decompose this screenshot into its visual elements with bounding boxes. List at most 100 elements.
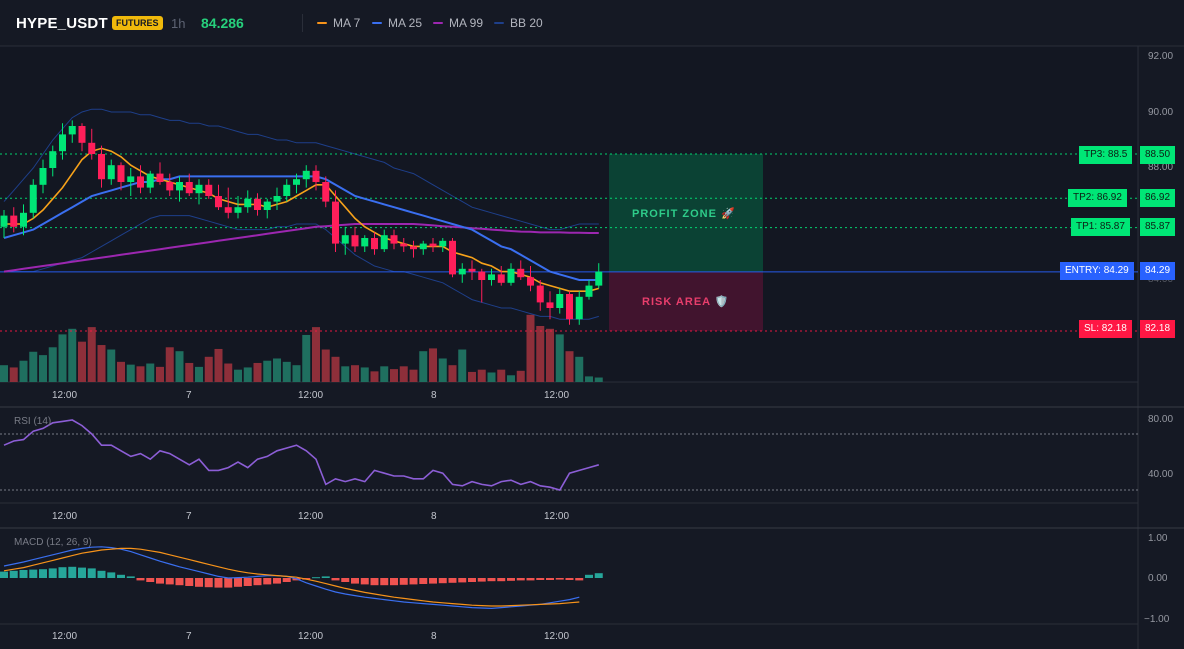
volume-bar — [477, 369, 486, 382]
macd-histogram-bar — [429, 578, 437, 584]
candle-body — [439, 240, 447, 247]
candle-body — [575, 296, 583, 320]
time-axis-label: 12:00 — [52, 631, 78, 642]
volume-bar — [370, 371, 379, 382]
sl-tag[interactable]: SL: 82.18 — [1079, 320, 1132, 338]
volume-bar — [419, 351, 428, 382]
macd-histogram-bar — [438, 578, 447, 584]
entry-axis-tag: 84.29 — [1140, 262, 1176, 280]
tp2-tag[interactable]: TP2: 86.92 — [1068, 189, 1127, 207]
tp1-tag[interactable]: TP1: 85.87 — [1071, 218, 1130, 236]
macd-histogram-bar — [87, 568, 96, 578]
candle-body — [380, 235, 388, 250]
volume-bar — [487, 372, 496, 382]
macd-histogram-bar — [29, 569, 38, 578]
volume-bar — [546, 328, 554, 382]
macd-histogram-bar — [370, 578, 379, 586]
candle-body — [29, 184, 37, 213]
candle-body — [497, 274, 505, 283]
macd-histogram-bar — [78, 567, 86, 578]
macd-axis-label: −1.00 — [1144, 614, 1170, 625]
volume-bar — [117, 361, 125, 382]
rsi-axis-label: 80.00 — [1148, 414, 1174, 425]
symbol-name[interactable]: HYPE_USDT — [16, 15, 108, 32]
macd-histogram-bar — [575, 578, 584, 581]
macd-histogram-bar — [126, 576, 135, 578]
time-axis-label: 8 — [431, 631, 437, 642]
macd-histogram-bar — [399, 578, 408, 585]
time-axis-label: 7 — [186, 390, 192, 401]
macd-histogram-bar — [468, 578, 476, 582]
risk-area-label: RISK AREA 🛡️ — [642, 296, 730, 308]
candle-body — [341, 235, 349, 244]
time-axis-label: 8 — [431, 511, 437, 522]
bb20-swatch — [494, 22, 504, 24]
risk-area-box — [609, 271, 763, 331]
volume-bar — [507, 375, 515, 382]
level-lines — [0, 153, 1138, 332]
legend-ma99-label: MA 99 — [449, 16, 484, 30]
timeframe-selector[interactable]: 1h — [171, 16, 186, 31]
macd-histogram-bar — [58, 567, 67, 578]
volume-bar — [536, 326, 545, 382]
volume-bar — [0, 365, 8, 382]
macd-histogram-bar — [419, 578, 428, 584]
volume-bar — [565, 351, 574, 382]
macd-histogram-bar — [136, 578, 145, 581]
entry-tag[interactable]: ENTRY: 84.29 — [1060, 262, 1134, 280]
legend-ma25[interactable]: MA 25 — [372, 16, 422, 30]
legend-bb20[interactable]: BB 20 — [494, 16, 543, 30]
ma25-line — [3, 175, 599, 281]
candle-body — [458, 268, 466, 275]
grid-lines — [0, 45, 1184, 649]
macd-histogram-bar — [312, 577, 320, 579]
volume-bar — [468, 371, 476, 382]
macd-histogram-bar — [546, 578, 554, 580]
futures-badge: FUTURES — [112, 16, 163, 30]
candle-body — [88, 142, 96, 154]
time-axis-label: 7 — [186, 631, 192, 642]
macd-histogram-bar — [448, 578, 457, 583]
legend-ma7[interactable]: MA 7 — [317, 16, 360, 30]
candle-body — [429, 243, 437, 247]
tp3-tag[interactable]: TP3: 88.5 — [1079, 146, 1133, 164]
macd-histogram-bar — [487, 578, 496, 582]
candle-body — [254, 198, 261, 210]
volume-bar — [585, 376, 593, 382]
candle-body — [78, 126, 86, 143]
macd-histogram-bar — [146, 578, 155, 582]
main-pane-bg — [0, 46, 1138, 382]
candle-body — [322, 182, 330, 202]
volume-bar — [263, 360, 272, 382]
candle-body — [176, 182, 183, 191]
volume-bar — [351, 365, 359, 382]
time-axis-label: 12:00 — [544, 511, 570, 522]
legend-ma99[interactable]: MA 99 — [433, 16, 483, 30]
volume-bar — [78, 341, 86, 382]
macd-histogram-bar — [360, 578, 369, 585]
legend-bb20-label: BB 20 — [510, 16, 543, 30]
candle-body — [449, 240, 456, 275]
rsi-line — [3, 419, 600, 491]
volume-bar — [243, 367, 252, 382]
volume-bar — [97, 345, 106, 382]
time-axis-label: 12:00 — [298, 390, 324, 401]
volume-bar — [390, 369, 398, 382]
volume-bar — [458, 349, 467, 382]
candle-body — [507, 268, 515, 283]
volume-bar — [292, 365, 301, 382]
candle-body — [585, 285, 593, 297]
candle-body — [410, 246, 417, 250]
macd-histogram-bar — [321, 576, 330, 578]
volume-bar — [273, 358, 281, 382]
volume-bar — [321, 349, 330, 382]
candlesticks — [0, 120, 603, 325]
candle-body — [263, 201, 271, 210]
tp1-axis-tag: 85.87 — [1140, 218, 1176, 236]
rsi-title: RSI (14) — [14, 416, 52, 427]
time-axis-label: 12:00 — [544, 390, 570, 401]
candle-body — [312, 170, 320, 182]
macd-histogram-bar — [565, 578, 574, 580]
time-axis-label: 8 — [431, 390, 437, 401]
